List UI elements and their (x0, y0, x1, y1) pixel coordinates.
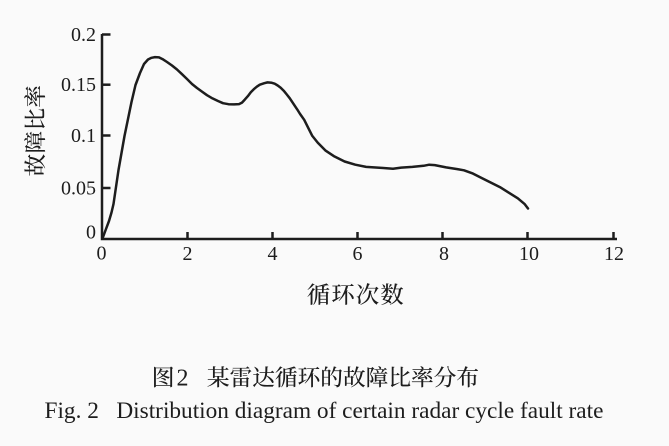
svg-text:Fig. 2 Distribution diagram o: Fig. 2 Distribution diagram of certain r… (45, 398, 604, 424)
svg-text:4: 4 (268, 243, 278, 265)
svg-text:0.2: 0.2 (71, 24, 96, 46)
svg-text:0.15: 0.15 (61, 74, 96, 96)
svg-text:0.05: 0.05 (61, 177, 96, 199)
svg-text:0: 0 (97, 243, 107, 265)
svg-text:2: 2 (177, 366, 189, 392)
svg-text:2: 2 (183, 243, 193, 265)
svg-text:0.1: 0.1 (71, 125, 96, 147)
svg-text:8: 8 (439, 243, 449, 265)
svg-text:0: 0 (86, 221, 96, 243)
svg-text:6: 6 (353, 243, 363, 265)
svg-text:10: 10 (519, 243, 539, 265)
svg-text:12: 12 (604, 243, 624, 265)
